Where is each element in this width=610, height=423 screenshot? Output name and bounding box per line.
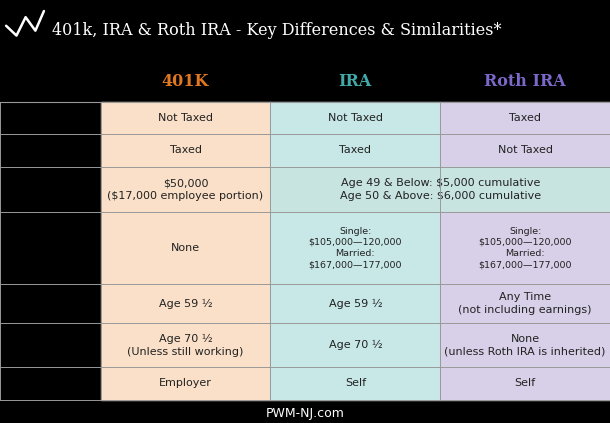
Bar xyxy=(270,134,440,167)
Bar xyxy=(101,212,270,284)
Bar xyxy=(440,367,610,400)
Text: Self: Self xyxy=(345,379,366,388)
Bar xyxy=(440,284,610,323)
Text: $50,000
($17,000 employee portion): $50,000 ($17,000 employee portion) xyxy=(107,178,264,201)
Bar xyxy=(101,134,270,167)
Bar xyxy=(270,167,610,212)
Bar xyxy=(101,102,270,134)
Text: Taxed: Taxed xyxy=(509,113,541,123)
Text: Not Taxed: Not Taxed xyxy=(328,113,383,123)
Text: Single:
$105,000—120,000
Married:
$167,000—177,000: Single: $105,000—120,000 Married: $167,0… xyxy=(309,226,402,270)
Bar xyxy=(0,284,101,323)
Text: Employer: Employer xyxy=(159,379,212,388)
Bar xyxy=(101,167,270,212)
Bar xyxy=(0,323,101,367)
Bar xyxy=(270,367,440,400)
Bar xyxy=(101,367,270,400)
Text: Age 49 & Below: $5,000 cumulative
Age 50 & Above: $6,000 cumulative: Age 49 & Below: $5,000 cumulative Age 50… xyxy=(340,178,541,201)
Text: Self: Self xyxy=(515,379,536,388)
Bar xyxy=(440,323,610,367)
Bar xyxy=(0,367,101,400)
Text: PWM-NJ.com: PWM-NJ.com xyxy=(265,407,345,420)
Bar xyxy=(0,61,610,102)
Text: 401k, IRA & Roth IRA - Key Differences & Similarities*: 401k, IRA & Roth IRA - Key Differences &… xyxy=(52,22,501,39)
Bar xyxy=(440,102,610,134)
Text: Single:
$105,000—120,000
Married:
$167,000—177,000: Single: $105,000—120,000 Married: $167,0… xyxy=(478,226,572,270)
Text: None: None xyxy=(171,243,200,253)
Text: Any Time
(not including earnings): Any Time (not including earnings) xyxy=(458,292,592,315)
Text: 401K: 401K xyxy=(162,73,209,90)
Text: Not Taxed: Not Taxed xyxy=(158,113,213,123)
Bar xyxy=(440,134,610,167)
Text: Roth IRA: Roth IRA xyxy=(484,73,566,90)
Bar xyxy=(270,102,440,134)
Bar xyxy=(270,323,440,367)
Text: Not Taxed: Not Taxed xyxy=(498,146,553,155)
Bar xyxy=(0,0,610,61)
Bar xyxy=(0,167,101,212)
Bar xyxy=(0,134,101,167)
Bar xyxy=(440,212,610,284)
Text: Age 59 ½: Age 59 ½ xyxy=(329,299,382,309)
Text: Taxed: Taxed xyxy=(339,146,371,155)
Text: Taxed: Taxed xyxy=(170,146,201,155)
Bar xyxy=(101,323,270,367)
Text: Age 70 ½
(Unless still working): Age 70 ½ (Unless still working) xyxy=(127,334,244,357)
Bar xyxy=(101,284,270,323)
Text: Age 59 ½: Age 59 ½ xyxy=(159,299,212,309)
Text: IRA: IRA xyxy=(339,73,372,90)
Text: None
(unless Roth IRA is inherited): None (unless Roth IRA is inherited) xyxy=(445,334,606,357)
Bar xyxy=(0,212,101,284)
Text: Age 70 ½: Age 70 ½ xyxy=(329,340,382,350)
Bar xyxy=(0,102,101,134)
Bar xyxy=(270,284,440,323)
Bar xyxy=(270,212,440,284)
